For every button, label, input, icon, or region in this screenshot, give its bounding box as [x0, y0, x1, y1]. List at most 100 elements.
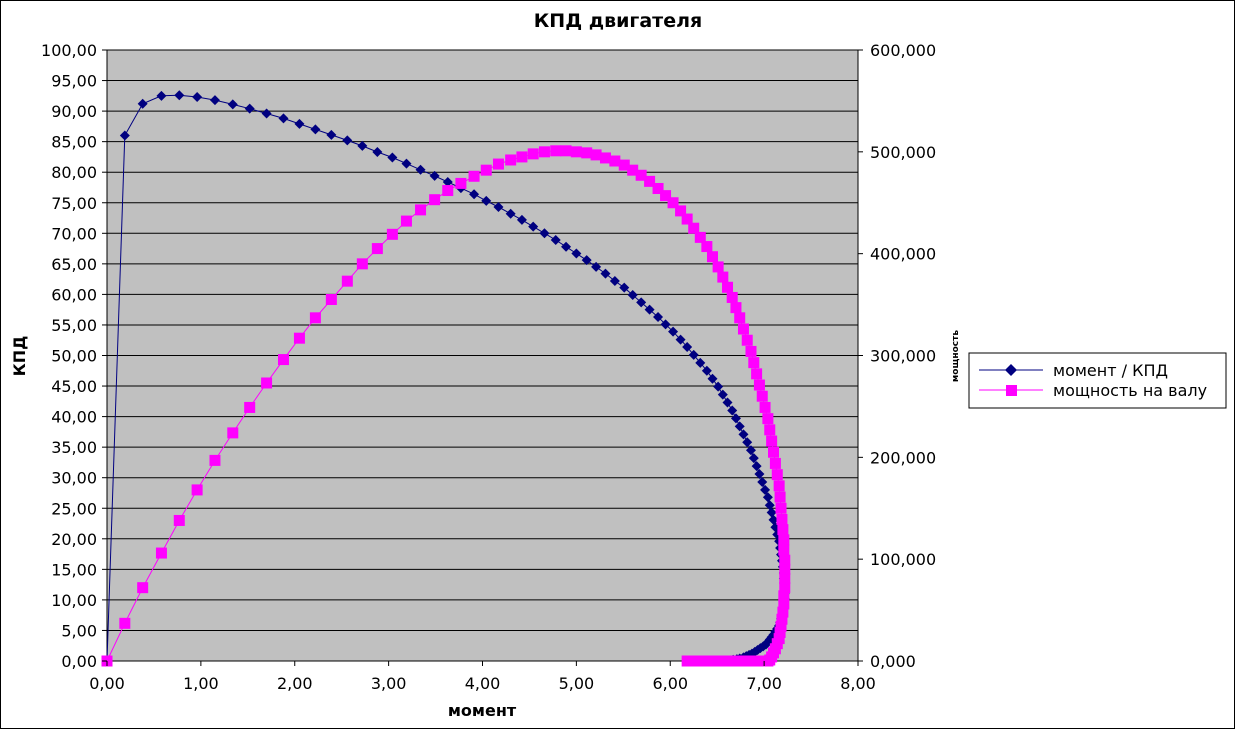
data-point-square [675, 205, 687, 217]
data-point-square [681, 655, 693, 667]
y-tick-label: 60,00 [51, 285, 97, 304]
data-point-diamond [742, 437, 753, 448]
data-point-square [730, 302, 742, 314]
data-point-diamond [636, 297, 647, 308]
data-point-diamond [751, 461, 762, 472]
y-tick-label: 70,00 [51, 224, 97, 243]
data-point-square [173, 514, 185, 526]
data-point-square [737, 323, 749, 335]
data-point-square [155, 547, 167, 559]
y-tick-label: 100,00 [41, 41, 97, 60]
data-point-square [119, 617, 131, 629]
data-point-square [480, 164, 492, 176]
data-point-square [773, 480, 785, 492]
data-point-square [527, 148, 539, 160]
data-point-diamond [209, 95, 220, 106]
data-point-square [778, 544, 790, 556]
data-point-diamond [762, 492, 773, 503]
y-tick-label: 65,00 [51, 255, 97, 274]
data-point-square [618, 159, 630, 171]
data-point-square [442, 185, 454, 197]
data-point-square [570, 146, 582, 158]
data-point-square [660, 190, 672, 202]
y2-tick-label: 100,000 [870, 550, 936, 569]
data-point-diamond [174, 90, 185, 101]
data-point-square [774, 626, 786, 638]
data-point-square [560, 145, 572, 157]
data-point-square [261, 377, 273, 389]
y-tick-label: 20,00 [51, 530, 97, 549]
y-tick-label: 55,00 [51, 316, 97, 335]
data-point-diamond [261, 108, 272, 119]
data-point-diamond [707, 373, 718, 384]
legend-label-moment: момент / КПД [1053, 361, 1168, 380]
data-point-diamond [764, 500, 775, 511]
data-point-diamond [561, 241, 572, 252]
data-point-diamond [730, 413, 741, 424]
data-point-diamond [372, 147, 383, 158]
data-point-diamond [768, 514, 779, 525]
data-point-square [779, 563, 791, 575]
data-point-diamond [481, 195, 492, 206]
data-point-diamond [653, 312, 664, 323]
data-point-square [371, 243, 383, 255]
data-point-square [775, 502, 787, 514]
data-point-square [468, 170, 480, 182]
data-point-diamond [493, 202, 504, 213]
data-point-square [779, 582, 791, 594]
data-point-square [778, 590, 790, 602]
data-point-square [137, 582, 149, 594]
data-point-diamond [326, 129, 337, 140]
data-point-square [429, 194, 441, 206]
data-point-diamond [137, 98, 148, 109]
x-tick-label: 6,00 [652, 674, 688, 693]
data-point-diamond [619, 282, 630, 293]
legend-item-moment: момент / КПД [979, 361, 1168, 380]
data-point-diamond [156, 90, 167, 101]
data-point-square [356, 258, 368, 270]
y2-tick-label: 600,000 [870, 41, 936, 60]
data-point-square [209, 454, 221, 466]
data-point-square [779, 554, 791, 566]
data-point-diamond [516, 214, 527, 225]
series-2 [101, 145, 791, 667]
data-point-square [753, 379, 765, 391]
data-point-diamond [415, 164, 426, 175]
data-point-square [277, 354, 289, 366]
y-tick-label: 95,00 [51, 72, 97, 91]
data-point-square [768, 446, 780, 458]
data-point-square [777, 606, 789, 618]
data-point-diamond [701, 365, 712, 376]
data-point-square [779, 573, 791, 585]
x-tick-label: 4,00 [465, 674, 501, 693]
y-axis-label: КПД [10, 336, 29, 377]
y-tick-label: 40,00 [51, 408, 97, 427]
y2-axis-ticks: 0,000 100,000 200,000 300,000 400,000 500,000… [858, 41, 936, 671]
data-point-square [762, 413, 774, 425]
data-point-diamond [387, 152, 398, 163]
data-point-square [776, 513, 788, 525]
data-point-square [635, 169, 647, 181]
data-point-square [717, 271, 729, 283]
data-point-square [701, 241, 713, 253]
y-tick-label: 50,00 [51, 347, 97, 366]
data-point-diamond [734, 421, 745, 432]
series-layer [101, 90, 791, 667]
data-point-square [756, 390, 768, 402]
data-point-diamond [357, 140, 368, 151]
x-axis-label: момент [448, 701, 517, 720]
y-tick-label: 35,00 [51, 438, 97, 457]
data-point-square [726, 291, 738, 303]
y-tick-label: 30,00 [51, 469, 97, 488]
x-tick-label: 3,00 [371, 674, 407, 693]
x-tick-label: 1,00 [183, 674, 219, 693]
data-point-square [609, 155, 621, 167]
data-point-diamond [591, 261, 602, 272]
data-point-square [776, 613, 788, 625]
data-point-square [293, 332, 305, 344]
data-point-diamond [310, 124, 321, 135]
legend: момент / КПД мощность на валу [968, 352, 1227, 409]
data-point-diamond [278, 113, 289, 124]
data-point-square [386, 228, 398, 240]
